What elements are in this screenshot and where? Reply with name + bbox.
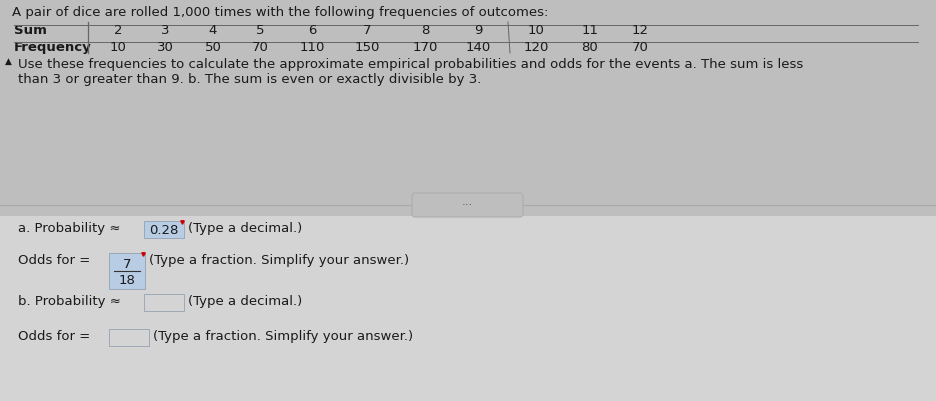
Text: 120: 120	[523, 41, 548, 54]
Text: 9: 9	[474, 24, 482, 37]
Text: Sum: Sum	[14, 24, 47, 37]
Text: than 3 or greater than 9. b. The sum is even or exactly divisible by 3.: than 3 or greater than 9. b. The sum is …	[18, 73, 481, 86]
Text: 10: 10	[110, 41, 126, 54]
Bar	[0, 0, 936, 217]
Bar	[0, 217, 936, 401]
Text: a. Probability ≈: a. Probability ≈	[18, 221, 121, 235]
Text: 140: 140	[465, 41, 490, 54]
Text: 110: 110	[300, 41, 325, 54]
Text: 10: 10	[528, 24, 545, 37]
Text: 8: 8	[421, 24, 430, 37]
Text: 70: 70	[632, 41, 649, 54]
Text: 80: 80	[581, 41, 598, 54]
Text: 30: 30	[156, 41, 173, 54]
Text: Use these frequencies to calculate the approximate empirical probabilities and o: Use these frequencies to calculate the a…	[18, 58, 803, 71]
Text: 150: 150	[355, 41, 380, 54]
Text: b. Probability ≈: b. Probability ≈	[18, 294, 121, 307]
Text: (Type a fraction. Simplify your answer.): (Type a fraction. Simplify your answer.)	[153, 329, 413, 342]
Text: 50: 50	[205, 41, 222, 54]
FancyBboxPatch shape	[144, 294, 184, 311]
FancyBboxPatch shape	[109, 253, 145, 289]
Text: 170: 170	[413, 41, 438, 54]
Text: ▲: ▲	[5, 57, 12, 66]
Text: Odds for =: Odds for =	[18, 329, 90, 342]
Text: 7: 7	[363, 24, 372, 37]
Text: 2: 2	[114, 24, 123, 37]
Text: Frequency: Frequency	[14, 41, 92, 54]
Text: Odds for =: Odds for =	[18, 253, 90, 266]
FancyBboxPatch shape	[144, 221, 184, 239]
Text: (Type a decimal.): (Type a decimal.)	[188, 294, 302, 307]
FancyBboxPatch shape	[109, 329, 149, 346]
Text: 11: 11	[581, 24, 598, 37]
Text: 18: 18	[119, 274, 136, 287]
Text: 3: 3	[161, 24, 169, 37]
Text: 0.28: 0.28	[150, 223, 179, 237]
Text: 6: 6	[308, 24, 316, 37]
Text: 5: 5	[256, 24, 264, 37]
Text: (Type a decimal.): (Type a decimal.)	[188, 221, 302, 235]
FancyBboxPatch shape	[412, 194, 523, 217]
Text: (Type a fraction. Simplify your answer.): (Type a fraction. Simplify your answer.)	[149, 253, 409, 266]
Text: A pair of dice are rolled 1,000 times with the following frequencies of outcomes: A pair of dice are rolled 1,000 times wi…	[12, 6, 548, 19]
Text: ···: ···	[461, 198, 473, 211]
Text: 4: 4	[209, 24, 217, 37]
Text: 12: 12	[632, 24, 649, 37]
Text: 70: 70	[252, 41, 269, 54]
Text: 7: 7	[123, 257, 131, 270]
